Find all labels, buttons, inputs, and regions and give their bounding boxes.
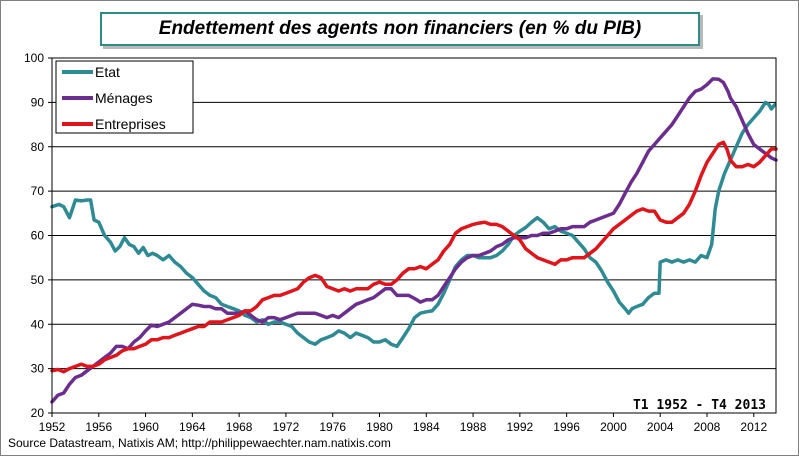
x-tick-label: 2004 xyxy=(647,420,674,434)
y-tick-label: 40 xyxy=(31,317,45,331)
x-tick-label: 1988 xyxy=(460,420,487,434)
x-tick-label: 2008 xyxy=(694,420,721,434)
x-tick-label: 1992 xyxy=(506,420,533,434)
x-axis-ticks: 1952 1956 1960 1964 1968 1972 1976 1980 1984 1988… xyxy=(39,413,767,434)
y-tick-label: 70 xyxy=(31,184,45,198)
y-tick-label: 60 xyxy=(31,229,45,243)
gridlines xyxy=(52,101,776,370)
legend-label-0: Etat xyxy=(95,64,120,80)
y-axis-ticks: 20 30 40 50 60 70 80 90 100 xyxy=(24,51,52,420)
y-tick-label: 50 xyxy=(31,273,45,287)
x-tick-label: 1976 xyxy=(319,420,346,434)
y-tick-label: 90 xyxy=(31,95,45,109)
x-tick-label: 2012 xyxy=(740,420,767,434)
series-lines xyxy=(50,77,778,404)
period-label: T1 1952 - T4 2013 xyxy=(633,398,766,413)
legend-label-2: Entreprises xyxy=(95,116,166,132)
series-line-2 xyxy=(50,140,778,374)
x-tick-label: 2000 xyxy=(600,420,627,434)
chart-title-box: Endettement des agents non financiers (e… xyxy=(100,12,700,46)
chart-title: Endettement des agents non financiers (e… xyxy=(158,18,642,39)
x-tick-label: 1964 xyxy=(179,420,206,434)
x-tick-label: 1996 xyxy=(553,420,580,434)
plot-area-border xyxy=(51,57,777,414)
legend: Etat Ménages Entreprises xyxy=(55,60,194,134)
x-tick-label: 1968 xyxy=(226,420,253,434)
x-tick-label: 1960 xyxy=(132,420,159,434)
x-tick-label: 1980 xyxy=(366,420,393,434)
y-tick-label: 30 xyxy=(31,362,45,376)
y-tick-label: 100 xyxy=(24,51,44,65)
legend-label-1: Ménages xyxy=(95,90,153,106)
source-note: Source Datastream, Natixis AM; http://ph… xyxy=(8,436,391,450)
series-line-1 xyxy=(50,77,778,404)
x-tick-label: 1984 xyxy=(413,420,440,434)
y-tick-label: 80 xyxy=(31,140,45,154)
x-tick-label: 1972 xyxy=(273,420,300,434)
y-tick-label: 20 xyxy=(31,406,45,420)
x-tick-label: 1956 xyxy=(85,420,112,434)
series-line-0 xyxy=(50,100,777,349)
x-tick-label: 1952 xyxy=(39,420,66,434)
